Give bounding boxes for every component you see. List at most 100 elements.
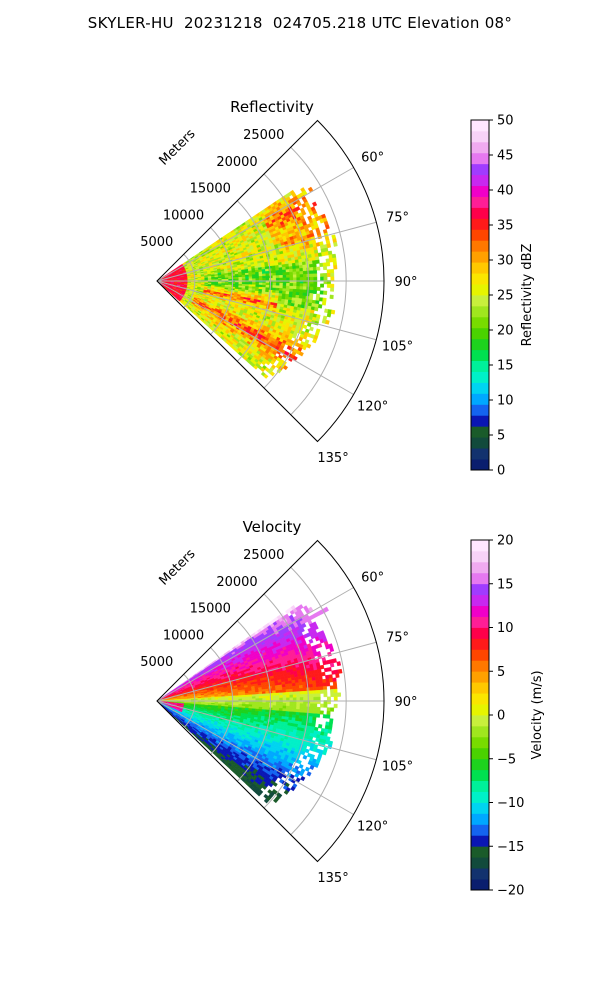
- data-cell: [326, 272, 331, 277]
- data-cell: [303, 277, 307, 281]
- data-cell: [241, 694, 246, 698]
- data-cell: [275, 705, 280, 709]
- data-cell: [295, 262, 300, 267]
- data-cell: [295, 265, 300, 270]
- data-cell: [298, 684, 304, 689]
- data-cell: [332, 677, 337, 683]
- data-cell: [265, 282, 270, 286]
- colorbar-swatch: [471, 338, 489, 351]
- colorbar-swatch: [471, 437, 489, 449]
- data-cell: [312, 260, 317, 265]
- colorbar-swatch: [471, 174, 489, 187]
- data-cell: [328, 257, 334, 263]
- data-cell: [286, 694, 291, 698]
- data-cell: [285, 285, 290, 290]
- data-cell: [255, 698, 260, 701]
- data-cell: [265, 690, 270, 695]
- data-cell: [293, 697, 297, 701]
- data-cell: [279, 285, 284, 289]
- data-cell: [331, 253, 337, 259]
- data-cell: [275, 282, 280, 286]
- data-cell: [330, 309, 336, 315]
- data-cell: [309, 687, 314, 692]
- data-cell: [303, 283, 308, 288]
- data-cell: [315, 293, 321, 298]
- colorbar-swatch: [471, 207, 489, 219]
- data-cell: [296, 274, 301, 278]
- data-cell: [322, 265, 328, 271]
- data-cell: [258, 695, 263, 699]
- data-cell: [286, 277, 290, 281]
- data-cell: [282, 282, 287, 287]
- colorbar-tick-label: 25: [497, 289, 514, 304]
- colorbar-swatch: [471, 240, 489, 252]
- data-cell: [302, 684, 307, 689]
- data-cell: [322, 685, 328, 691]
- data-cell: [312, 716, 317, 721]
- data-cell: [296, 283, 301, 287]
- data-cell: [299, 697, 304, 701]
- data-cell: [295, 682, 300, 687]
- data-cell: [289, 277, 294, 281]
- data-cell: [289, 288, 294, 293]
- colorbar-tick-label: 40: [497, 184, 514, 199]
- data-cell: [289, 703, 294, 707]
- data-cell: [238, 698, 243, 701]
- data-cell: [299, 703, 304, 707]
- data-cell: [289, 688, 294, 693]
- data-cell: [245, 278, 250, 281]
- data-cell: [329, 646, 335, 653]
- data-cell: [309, 326, 314, 332]
- data-cell: [272, 697, 277, 701]
- data-cell: [330, 272, 335, 278]
- colorbar-tick-label: 50: [497, 114, 514, 129]
- colorbar-tick-label: 5: [497, 429, 505, 444]
- data-cell: [321, 301, 327, 306]
- colorbar-swatch: [471, 327, 489, 340]
- data-cell: [313, 706, 318, 711]
- data-cell: [255, 276, 260, 279]
- reflectivity-title: Reflectivity: [230, 98, 314, 116]
- data-cell: [312, 290, 318, 295]
- data-cell: [248, 698, 253, 701]
- data-cell: [262, 695, 267, 699]
- data-cell: [272, 277, 277, 281]
- data-cell: [318, 297, 324, 302]
- data-cell: [310, 696, 314, 701]
- data-cell: [322, 682, 327, 687]
- radial-tick-label: 10000: [163, 208, 204, 223]
- data-cell: [245, 276, 250, 279]
- data-cell: [288, 686, 293, 690]
- reflectivity-angle-tick-labels: 60°75°90°105°120°135°: [317, 151, 417, 467]
- data-cell: [269, 277, 274, 281]
- data-cell: [285, 689, 290, 693]
- data-cell: [302, 292, 307, 297]
- data-cell: [319, 682, 324, 688]
- figure-title: SKYLER-HU 20231218 024705.218 UTC Elevat…: [87, 14, 513, 32]
- data-cell: [241, 276, 246, 280]
- data-cell: [282, 274, 287, 279]
- data-cell: [275, 272, 280, 276]
- data-cell: [279, 705, 284, 709]
- colorbar-swatch: [471, 273, 489, 285]
- data-cell: [333, 692, 338, 697]
- data-cell: [330, 689, 335, 694]
- data-cell: [332, 261, 338, 266]
- data-cell: [272, 692, 277, 696]
- data-cell: [241, 274, 246, 278]
- data-cell: [330, 283, 335, 289]
- colorbar-swatch: [471, 371, 489, 383]
- data-cell: [316, 286, 321, 291]
- data-cell: [279, 692, 284, 696]
- data-cell: [275, 692, 280, 696]
- data-cell: [275, 277, 280, 281]
- data-cell: [303, 693, 308, 698]
- data-cell: [312, 266, 317, 271]
- colorbar-swatch: [471, 152, 489, 165]
- data-cell: [296, 706, 301, 710]
- data-cell: [288, 266, 293, 270]
- data-cell: [316, 686, 321, 691]
- data-cell: [285, 705, 290, 710]
